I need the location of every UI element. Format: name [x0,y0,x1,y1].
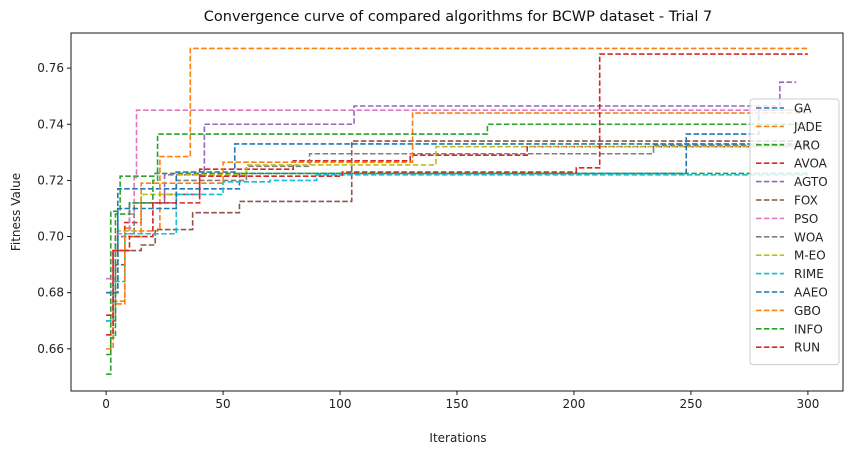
legend-label-run: RUN [794,341,820,355]
series-line-aro [106,172,808,356]
y-axis-label: Fitness Value [9,173,23,251]
y-tick-label: 0.68 [37,286,64,300]
series-line-woa [106,144,808,294]
legend-label-gbo: GBO [794,304,821,318]
legend-box [749,98,840,366]
chart-title: Convergence curve of compared algorithms… [204,9,712,25]
series-line-run [106,53,808,336]
legend-label-m-eo: M-EO [794,249,826,263]
y-axis-ticks: 0.66 0.68 0.70 0.72 0.74 0.76 [37,61,71,356]
y-tick-label: 0.76 [37,61,64,75]
legend-label-avoa: AVOA [794,157,828,171]
x-tick-label: 50 [215,397,230,411]
x-tick-label: 300 [796,397,819,411]
legend-label-aro: ARO [794,138,820,152]
series-line-gbo [106,112,808,350]
x-axis-label: Iterations [429,431,486,445]
y-tick-label: 0.74 [37,117,64,131]
legend-label-info: INFO [794,322,823,336]
legend-label-agto: AGTO [794,175,828,189]
y-tick-label: 0.72 [37,173,64,187]
x-tick-label: 200 [563,397,586,411]
series-line-aaeo [106,143,808,294]
y-tick-label: 0.66 [37,342,64,356]
legend-label-pso: PSO [794,212,818,226]
legend-label-rime: RIME [794,267,824,281]
legend-label-ga: GA [794,102,812,116]
plot-layer [106,47,809,375]
x-tick-label: 150 [446,397,469,411]
x-tick-label: 250 [679,397,702,411]
x-axis-ticks: 0 50 100 150 200 250 300 [102,391,819,411]
legend: GA JADE ARO AVOA AGTO FOX PSO WOA M-EO RIME AAEO GB… [749,98,840,366]
y-tick-label: 0.70 [37,230,64,244]
series-line-jade [106,47,808,336]
legend-label-aaeo: AAEO [794,286,828,300]
legend-label-woa: WOA [794,230,824,244]
x-tick-label: 0 [102,397,110,411]
legend-label-jade: JADE [793,120,822,134]
series-line-rime [106,174,808,322]
legend-label-fox: FOX [794,194,818,208]
x-tick-label: 100 [329,397,352,411]
